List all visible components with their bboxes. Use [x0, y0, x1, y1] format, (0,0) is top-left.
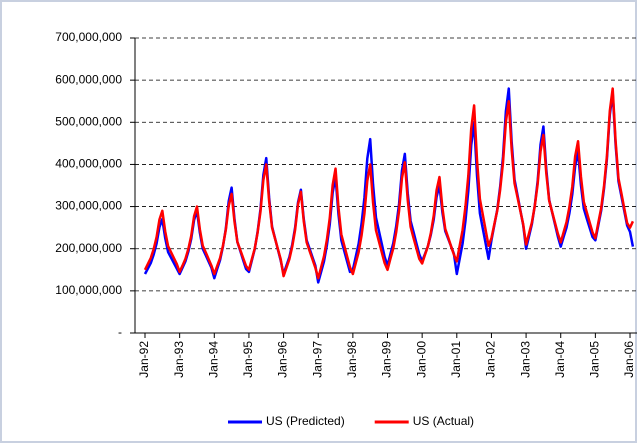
axes: - 100,000,000 200,000,000 300,000,000 400,00…	[55, 30, 637, 378]
plot-area	[143, 87, 635, 284]
x-tick-label: Jan-92	[137, 341, 151, 378]
grid	[135, 37, 637, 292]
legend-label: US (Actual)	[413, 414, 474, 428]
x-tick-label: Jan-05	[588, 341, 602, 378]
x-tick-label: Jan-97	[310, 341, 324, 378]
x-tick-label: Jan-93	[172, 341, 186, 378]
legend-label: US (Predicted)	[266, 414, 345, 428]
series-line	[143, 87, 635, 280]
x-tick-label: Jan-01	[449, 341, 463, 378]
legend: US (Predicted) US (Actual)	[228, 414, 474, 428]
x-tick-label: Jan-98	[345, 341, 359, 378]
y-tick-label: 200,000,000	[55, 241, 122, 255]
y-tick-label: 500,000,000	[55, 114, 122, 128]
x-tick-label: Jan-94	[206, 341, 220, 378]
y-tick-label: 700,000,000	[55, 30, 122, 44]
x-tick-label: Jan-95	[241, 341, 255, 378]
y-tick-label: 300,000,000	[55, 199, 122, 213]
y-tick-label: 600,000,000	[55, 72, 122, 86]
x-tick-label: Jan-03	[518, 341, 532, 378]
x-tick-label: Jan-99	[380, 341, 394, 378]
x-tick-label: Jan-06	[622, 341, 636, 378]
y-tick-label: -	[118, 325, 122, 339]
x-tick-label: Jan-04	[553, 341, 567, 378]
x-tick-label: Jan-02	[484, 341, 498, 378]
x-tick-label: Jan-96	[276, 341, 290, 378]
y-tick-label: 400,000,000	[55, 157, 122, 171]
y-tick-label: 100,000,000	[55, 283, 122, 297]
x-tick-label: Jan-00	[414, 341, 428, 378]
